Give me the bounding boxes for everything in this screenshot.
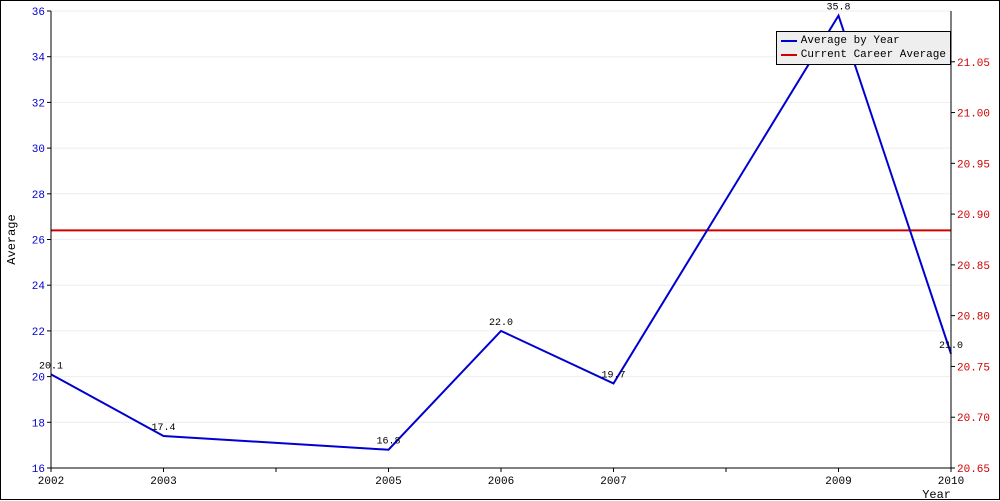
y-right-tick-label: 20.65 [957, 464, 990, 476]
legend-color-sample [781, 40, 797, 42]
legend-label: Average by Year [801, 35, 900, 47]
data-label: 17.4 [151, 423, 175, 434]
y-right-tick-label: 21.05 [957, 58, 990, 70]
data-label: 35.8 [826, 3, 850, 14]
y-right-tick-label: 20.85 [957, 261, 990, 273]
chart-svg: 20.117.416.822.019.735.821.0200220032005… [1, 1, 1000, 501]
x-tick-label: 2009 [825, 476, 851, 488]
y-right-tick-label: 20.70 [957, 413, 990, 425]
y-right-tick-label: 20.95 [957, 159, 990, 171]
x-tick-label: 2002 [38, 476, 64, 488]
y-left-tick-label: 34 [32, 53, 46, 65]
y-left-axis-title: Average [5, 214, 19, 264]
y-right-tick-label: 20.90 [957, 210, 990, 222]
y-right-tick-label: 20.80 [957, 312, 990, 324]
x-tick-label: 2005 [375, 476, 401, 488]
y-left-tick-label: 32 [32, 98, 45, 110]
y-left-tick-label: 16 [32, 464, 45, 476]
data-label: 19.7 [601, 370, 625, 381]
y-left-tick-label: 18 [32, 418, 45, 430]
y-right-tick-label: 21.00 [957, 109, 990, 121]
legend: Average by Year Current Career Average [776, 31, 951, 65]
data-label: 16.8 [376, 437, 400, 448]
x-tick-label: 2007 [600, 476, 626, 488]
y-left-tick-label: 24 [32, 281, 46, 293]
y-right-tick-label: 20.75 [957, 362, 990, 374]
y-left-tick-label: 26 [32, 236, 45, 248]
x-tick-label: 2010 [938, 476, 964, 488]
data-label: 22.0 [489, 318, 513, 329]
x-tick-label: 2003 [150, 476, 176, 488]
legend-color-sample [781, 54, 797, 56]
y-left-tick-label: 30 [32, 144, 45, 156]
legend-item: Average by Year [781, 34, 946, 48]
x-tick-label: 2006 [488, 476, 514, 488]
y-left-tick-label: 22 [32, 327, 45, 339]
x-axis-title: Year [922, 488, 951, 501]
chart-container: 20.117.416.822.019.735.821.0200220032005… [0, 0, 1000, 500]
legend-label: Current Career Average [801, 49, 946, 61]
y-left-tick-label: 36 [32, 7, 45, 19]
legend-item: Current Career Average [781, 48, 946, 62]
y-left-tick-label: 20 [32, 373, 45, 385]
y-left-tick-label: 28 [32, 190, 45, 202]
